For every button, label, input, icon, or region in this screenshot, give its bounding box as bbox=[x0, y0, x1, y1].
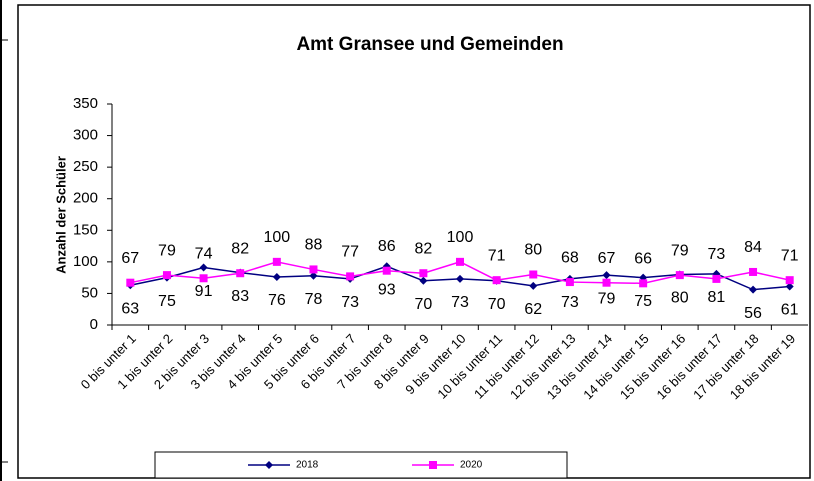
data-label: 67 bbox=[598, 250, 616, 267]
data-label: 79 bbox=[158, 242, 176, 259]
data-label: 73 bbox=[341, 294, 359, 311]
legend-label: 2018 bbox=[296, 460, 319, 471]
point bbox=[236, 269, 245, 278]
point bbox=[126, 278, 135, 287]
point bbox=[309, 265, 318, 274]
data-label: 79 bbox=[671, 242, 689, 259]
point bbox=[602, 271, 611, 280]
y-tick-label: 0 bbox=[90, 316, 98, 333]
data-label: 75 bbox=[158, 293, 176, 310]
data-label: 100 bbox=[447, 229, 474, 246]
point bbox=[199, 263, 208, 272]
point bbox=[309, 271, 318, 280]
data-label: 70 bbox=[488, 296, 506, 313]
legend bbox=[154, 451, 568, 479]
data-label: 80 bbox=[671, 290, 689, 307]
y-tick-label: 350 bbox=[73, 95, 98, 112]
chart-area bbox=[17, 4, 811, 479]
point bbox=[749, 285, 758, 294]
data-label: 79 bbox=[598, 290, 616, 307]
point bbox=[199, 274, 208, 283]
point bbox=[419, 276, 428, 285]
data-label: 74 bbox=[195, 245, 213, 262]
y-tick-label: 100 bbox=[73, 253, 98, 270]
legend-label: 2020 bbox=[460, 460, 483, 471]
data-label: 73 bbox=[708, 246, 726, 263]
data-label: 75 bbox=[634, 293, 652, 310]
point bbox=[456, 257, 464, 266]
point bbox=[272, 257, 281, 266]
point bbox=[785, 276, 794, 285]
chart-title: Amt Gransee und Gemeinden bbox=[296, 34, 563, 55]
data-label: 71 bbox=[488, 247, 506, 264]
point bbox=[429, 461, 437, 469]
point bbox=[162, 271, 171, 280]
data-label: 71 bbox=[781, 247, 799, 264]
point bbox=[272, 273, 281, 282]
data-label: 84 bbox=[744, 239, 762, 256]
data-label: 56 bbox=[744, 305, 762, 322]
point bbox=[712, 274, 721, 283]
point bbox=[492, 276, 501, 285]
point bbox=[346, 272, 355, 281]
point bbox=[529, 281, 538, 290]
data-label: 88 bbox=[305, 237, 323, 254]
data-label: 67 bbox=[121, 250, 139, 267]
point bbox=[565, 278, 574, 287]
data-label: 82 bbox=[414, 240, 432, 257]
data-label: 77 bbox=[341, 244, 359, 261]
data-label: 73 bbox=[561, 294, 579, 311]
y-tick-label: 150 bbox=[73, 221, 98, 238]
data-label: 78 bbox=[305, 291, 323, 308]
point bbox=[265, 461, 273, 469]
point bbox=[675, 271, 684, 280]
data-label: 80 bbox=[524, 242, 542, 259]
data-label: 76 bbox=[268, 292, 286, 309]
y-axis-title: Anzahl der Schüler bbox=[53, 156, 68, 274]
data-label: 66 bbox=[634, 251, 652, 268]
y-tick-label: 250 bbox=[73, 158, 98, 175]
point bbox=[382, 266, 391, 275]
point bbox=[785, 282, 794, 291]
data-label: 62 bbox=[524, 301, 542, 318]
data-label: 61 bbox=[781, 302, 799, 319]
y-tick-label: 50 bbox=[81, 284, 98, 301]
point bbox=[749, 267, 758, 276]
data-label: 81 bbox=[708, 289, 726, 306]
point bbox=[456, 274, 464, 283]
point bbox=[639, 279, 648, 288]
data-label: 68 bbox=[561, 249, 579, 266]
data-label: 82 bbox=[231, 240, 249, 257]
data-label: 100 bbox=[263, 229, 290, 246]
data-label: 73 bbox=[451, 294, 469, 311]
point bbox=[602, 278, 611, 287]
data-label: 93 bbox=[378, 281, 396, 298]
point bbox=[529, 270, 538, 279]
y-tick-label: 200 bbox=[73, 190, 98, 207]
data-label: 86 bbox=[378, 238, 396, 255]
data-label: 91 bbox=[195, 283, 213, 300]
point bbox=[419, 269, 428, 278]
y-tick-label: 300 bbox=[73, 127, 98, 144]
data-label: 70 bbox=[414, 296, 432, 313]
data-label: 63 bbox=[121, 300, 139, 317]
data-label: 83 bbox=[231, 288, 249, 305]
